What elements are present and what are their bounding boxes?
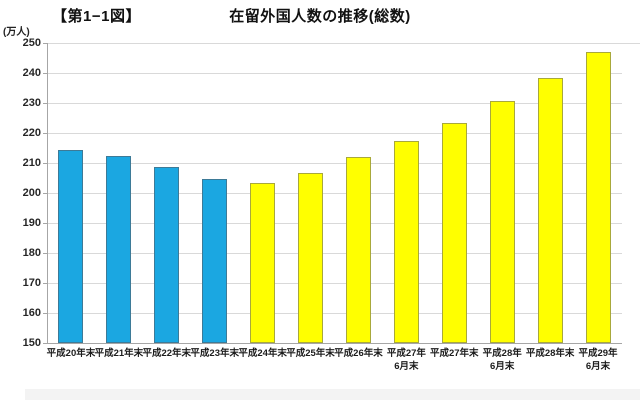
gridline-190 bbox=[47, 222, 622, 224]
gridline-170 bbox=[47, 282, 622, 284]
x-axis-label: 平成27年 6月末 bbox=[386, 348, 426, 372]
x-axis-label: 平成20年末 bbox=[46, 348, 96, 359]
y-axis-tick-label: 240 bbox=[22, 66, 41, 79]
x-axis-label: 平成29年 6月末 bbox=[578, 348, 618, 372]
x-axis-label: 平成28年 6月末 bbox=[482, 348, 522, 372]
y-axis-tick-170 bbox=[43, 282, 47, 284]
y-axis-tick-250 bbox=[43, 42, 47, 44]
y-axis-tick-240 bbox=[43, 72, 47, 74]
y-axis-tick-label: 220 bbox=[22, 126, 41, 139]
x-axis-label: 平成25年末 bbox=[286, 348, 335, 359]
chart-bar bbox=[202, 178, 228, 343]
y-axis-tick-label: 200 bbox=[22, 186, 41, 199]
gridline-180 bbox=[47, 252, 622, 254]
chart-bar bbox=[58, 149, 84, 343]
gridline-220 bbox=[47, 132, 622, 134]
chart-bar bbox=[154, 166, 180, 343]
x-axis-label: 平成21年末 bbox=[94, 348, 144, 359]
chart-bar bbox=[489, 100, 515, 343]
y-axis-tick-label: 170 bbox=[22, 276, 41, 289]
y-axis-tick-label: 150 bbox=[22, 336, 41, 349]
y-axis-tick-230 bbox=[43, 102, 47, 104]
gridline-200 bbox=[47, 192, 622, 194]
chart-bar bbox=[250, 183, 276, 343]
y-axis-tick-150 bbox=[43, 342, 47, 344]
chart-title: 在留外国人数の推移(総数) bbox=[229, 8, 411, 25]
y-axis-tick-label: 210 bbox=[22, 156, 41, 169]
x-axis-label: 平成27年末 bbox=[429, 348, 479, 359]
y-axis-tick-200 bbox=[43, 192, 47, 194]
x-axis-label: 平成22年末 bbox=[142, 348, 192, 359]
chart-bar bbox=[298, 173, 324, 343]
y-axis-tick-160 bbox=[43, 312, 47, 314]
y-axis-unit-label: (万人) bbox=[3, 27, 30, 38]
chart-bar bbox=[393, 141, 419, 343]
y-axis-tick-label: 250 bbox=[22, 36, 41, 49]
y-axis-tick-label: 180 bbox=[22, 246, 41, 259]
x-axis-label: 平成23年末 bbox=[190, 348, 239, 359]
gridline-160 bbox=[47, 312, 622, 314]
x-axis-label: 平成28年末 bbox=[525, 348, 575, 359]
y-axis-tick-label: 160 bbox=[22, 306, 41, 319]
gridline-240 bbox=[47, 72, 622, 74]
y-axis-tick-label: 230 bbox=[22, 96, 41, 109]
x-axis-label: 平成26年末 bbox=[334, 348, 383, 359]
chart-bar bbox=[441, 123, 467, 343]
gridline-210 bbox=[47, 162, 622, 164]
page-bottom-band bbox=[25, 389, 640, 400]
y-axis-tick-180 bbox=[43, 252, 47, 254]
y-axis-tick-label: 190 bbox=[22, 216, 41, 229]
y-axis-tick-190 bbox=[43, 222, 47, 224]
y-axis-tick-210 bbox=[43, 162, 47, 164]
y-axis-tick-220 bbox=[43, 132, 47, 134]
chart-bar bbox=[537, 78, 563, 343]
x-axis-label: 平成24年末 bbox=[238, 348, 287, 359]
gridline-230 bbox=[47, 102, 622, 104]
figure-number-label: 【第1−1図】 bbox=[52, 8, 141, 25]
gridline-250 bbox=[47, 42, 640, 44]
y-axis-line bbox=[47, 43, 48, 343]
x-axis-line bbox=[47, 343, 622, 344]
chart-bar bbox=[345, 156, 371, 343]
chart-bar bbox=[585, 51, 611, 343]
chart-bar bbox=[106, 155, 132, 343]
